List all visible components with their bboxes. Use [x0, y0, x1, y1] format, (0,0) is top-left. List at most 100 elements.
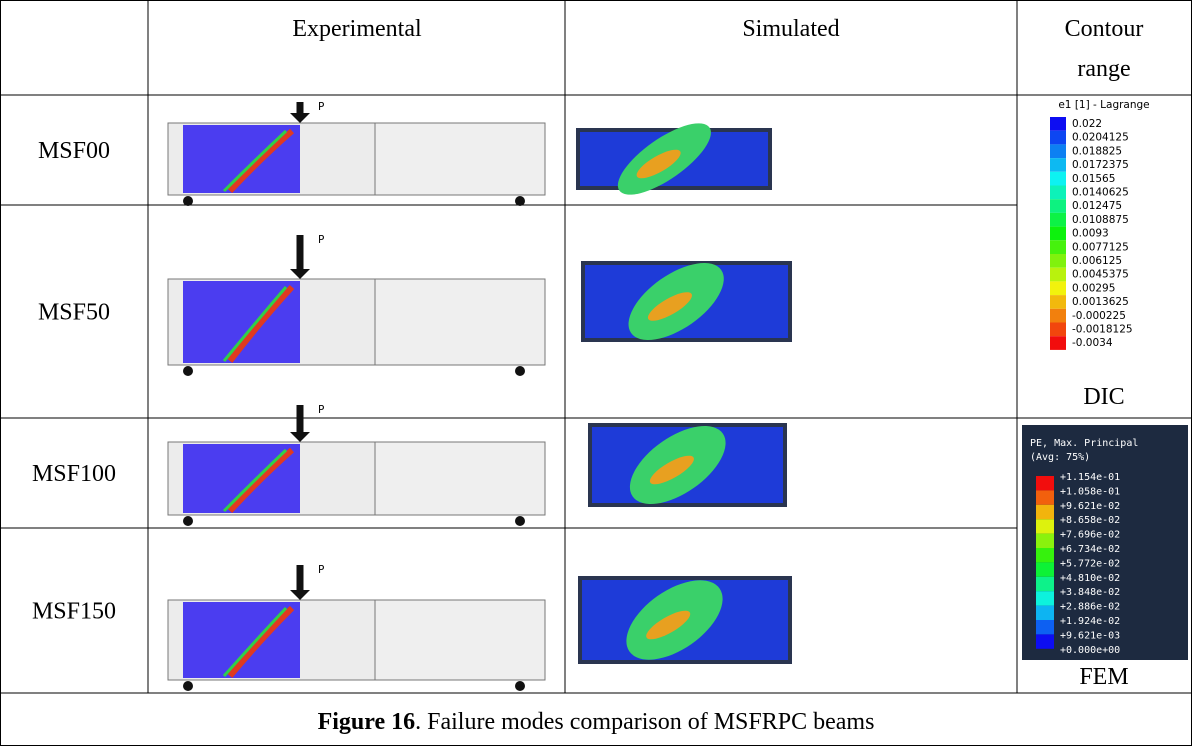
legend-value: -0.0018125: [1072, 324, 1133, 336]
legend-swatch: [1050, 336, 1066, 350]
crack-edge: [222, 129, 288, 193]
support: [183, 366, 193, 376]
load-label: P: [318, 564, 324, 576]
legend-value: +3.848e-02: [1060, 587, 1120, 598]
legend-subtitle: (Avg: 75%): [1030, 452, 1090, 463]
legend-value: 0.0077125: [1072, 241, 1129, 253]
legend-value: +4.810e-02: [1060, 573, 1120, 584]
legend-swatch: [1050, 117, 1066, 131]
legend-swatch: [1050, 295, 1066, 309]
legend-label: FEM: [1079, 664, 1128, 690]
legend-title: PE, Max. Principal: [1030, 438, 1138, 449]
legend-swatch: [1036, 591, 1054, 606]
load-arrow-head: [290, 113, 310, 123]
legend-value: -0.000225: [1072, 310, 1126, 322]
legend-swatch: [1050, 199, 1066, 213]
fem-strain-peak: [646, 610, 691, 640]
legend-swatch: [1050, 322, 1066, 337]
column-header: range: [1077, 56, 1130, 82]
legend-value: +9.621e-03: [1060, 630, 1120, 641]
crack: [227, 605, 295, 678]
legend-swatch: [1036, 490, 1054, 505]
crack-edge: [222, 606, 288, 677]
column-header: Contour: [1065, 16, 1144, 42]
caption: Figure 16. Failure modes comparison of M…: [318, 709, 875, 735]
legend-value: 0.0045375: [1072, 269, 1129, 281]
legend-value: 0.01565: [1072, 173, 1115, 185]
legend-swatch: [1050, 254, 1066, 268]
support: [183, 516, 193, 526]
support: [183, 681, 193, 691]
legend-value: +0.000e+00: [1060, 645, 1120, 656]
legend-value: +6.734e-02: [1060, 544, 1120, 555]
legend-value: -0.0034: [1072, 337, 1113, 349]
legend-value: 0.0204125: [1072, 132, 1129, 144]
legend-swatch: [1036, 519, 1054, 534]
legend-swatch: [1036, 562, 1054, 577]
legend-value: +5.772e-02: [1060, 558, 1120, 569]
load-arrow-head: [290, 590, 310, 600]
crack: [227, 128, 294, 194]
legend-swatch: [1050, 212, 1066, 227]
legend-value: +8.658e-02: [1060, 515, 1120, 526]
row-label: MSF150: [32, 599, 116, 625]
load-arrow-head: [290, 432, 310, 442]
fem-strain-peak: [636, 149, 681, 179]
legend-swatch: [1050, 171, 1066, 186]
legend-value: +7.696e-02: [1060, 530, 1120, 541]
legend-value: 0.00295: [1072, 282, 1115, 294]
legend-label: DIC: [1083, 384, 1124, 410]
legend-swatch: [1036, 605, 1054, 620]
row-label: MSF50: [38, 300, 110, 326]
legend-swatch: [1050, 308, 1066, 323]
load-label: P: [318, 234, 324, 246]
support: [515, 681, 525, 691]
legend-value: 0.006125: [1072, 255, 1122, 267]
column-header: Simulated: [742, 16, 839, 42]
legend-value: 0.0013625: [1072, 296, 1129, 308]
legend-value: +2.886e-02: [1060, 602, 1120, 613]
legend-swatch: [1050, 144, 1066, 159]
beam-tail: [374, 278, 546, 366]
legend-swatch: [1036, 476, 1054, 491]
legend-swatch: [1036, 533, 1054, 548]
support: [183, 196, 193, 206]
beam-tail: [374, 122, 546, 196]
support: [515, 196, 525, 206]
legend-value: 0.018825: [1072, 145, 1122, 157]
legend-swatch: [1050, 240, 1066, 254]
legend-value: +1.154e-01: [1060, 472, 1120, 483]
legend-swatch: [1036, 576, 1054, 592]
row-label: MSF100: [32, 461, 116, 487]
support: [515, 366, 525, 376]
support: [515, 516, 525, 526]
legend-value: 0.0172375: [1072, 159, 1129, 171]
legend-swatch: [1050, 281, 1066, 296]
legend-value: 0.012475: [1072, 200, 1122, 212]
legend-value: 0.0093: [1072, 228, 1109, 240]
legend-swatch: [1036, 634, 1054, 649]
crack: [227, 447, 294, 514]
legend-swatch: [1036, 504, 1054, 520]
beam-tail: [374, 599, 546, 681]
legend-swatch: [1036, 620, 1054, 635]
legend-swatch: [1050, 130, 1066, 145]
row-label: MSF00: [38, 138, 110, 164]
legend-swatch: [1050, 185, 1066, 200]
legend-swatch: [1036, 548, 1054, 563]
legend-swatch: [1050, 267, 1066, 282]
load-arrow-head: [290, 269, 310, 279]
crack: [227, 284, 295, 363]
caption-number: Figure 16: [318, 709, 416, 735]
legend-value: 0.0140625: [1072, 187, 1129, 199]
legend-value: 0.0108875: [1072, 214, 1129, 226]
load-label: P: [318, 404, 324, 416]
crack-edge: [222, 286, 288, 362]
legend-swatch: [1050, 226, 1066, 241]
legend-value: +1.058e-01: [1060, 486, 1120, 497]
legend-value: +1.924e-02: [1060, 616, 1120, 627]
legend-swatch: [1050, 158, 1066, 172]
fem-strain-peak: [647, 292, 692, 321]
caption-text: . Failure modes comparison of MSFRPC bea…: [415, 709, 874, 735]
